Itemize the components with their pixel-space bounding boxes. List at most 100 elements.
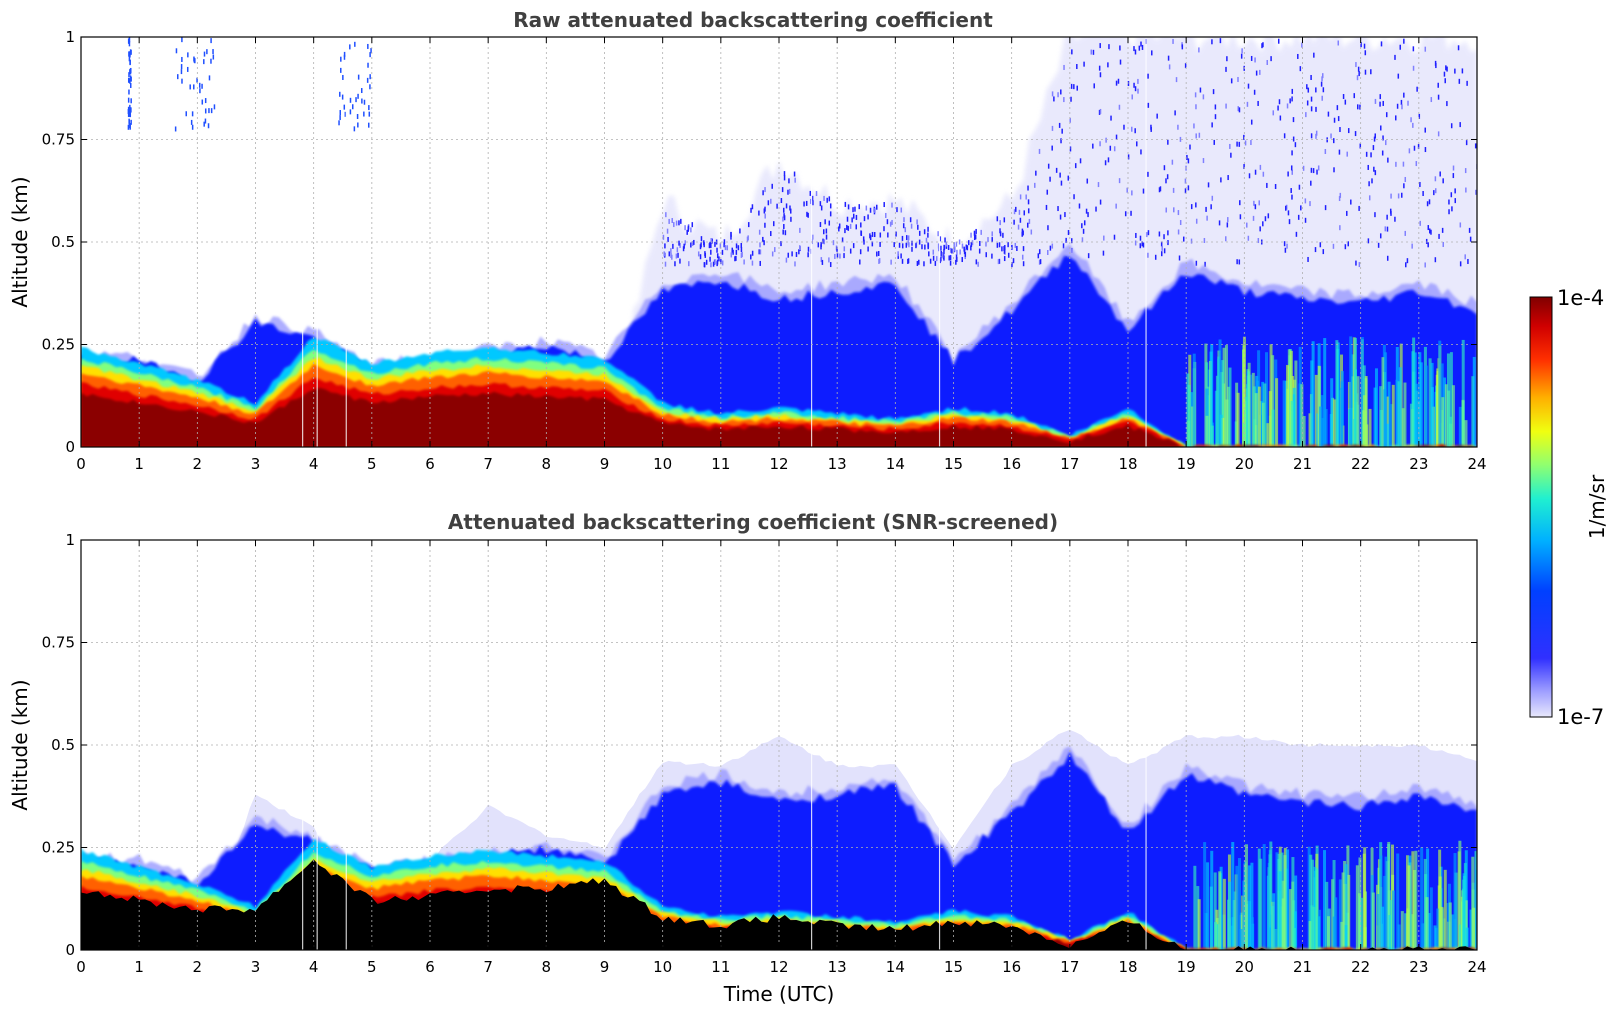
noise-speckle (1439, 171, 1441, 177)
aerosol-streak (1275, 378, 1279, 447)
noise-speckle (718, 256, 720, 262)
noise-speckle (1074, 163, 1077, 169)
noise-speckle (357, 74, 360, 80)
noise-speckle (340, 67, 342, 73)
aerosol-streak (1286, 364, 1290, 447)
aerosol-streak (1282, 380, 1286, 447)
noise-speckle (1184, 188, 1187, 194)
aerosol-streak (1302, 415, 1306, 447)
noise-speckle (1416, 86, 1418, 92)
noise-speckle (985, 241, 987, 247)
noise-speckle (720, 259, 722, 265)
noise-speckle (832, 240, 835, 246)
aerosol-streak (1368, 408, 1372, 447)
aerosol-streak (1429, 887, 1433, 950)
noise-speckle (697, 251, 700, 257)
aerosol-streak (1266, 423, 1270, 447)
noise-speckle (1425, 238, 1428, 244)
noise-speckle (863, 216, 866, 222)
noise-speckle (357, 122, 359, 128)
noise-speckle (1026, 222, 1029, 228)
noise-speckle (1083, 61, 1085, 67)
noise-speckle (1156, 113, 1158, 119)
noise-speckle (817, 242, 820, 248)
noise-speckle (764, 222, 766, 228)
noise-speckle (1424, 262, 1426, 268)
aerosol-streak (1443, 869, 1447, 950)
noise-speckle (127, 97, 130, 103)
noise-speckle (1442, 241, 1444, 247)
noise-speckle (949, 247, 952, 253)
noise-speckle (1147, 102, 1150, 108)
noise-speckle (367, 43, 369, 49)
p1-data-clip (81, 37, 1477, 447)
noise-speckle (665, 212, 667, 218)
noise-speckle (915, 243, 917, 249)
panel-raw-heatmap (81, 37, 1477, 447)
noise-speckle (1076, 85, 1078, 91)
noise-speckle (890, 259, 892, 265)
aerosol-streak (1428, 358, 1432, 447)
noise-speckle (203, 59, 205, 65)
aerosol-streak (1448, 902, 1452, 950)
noise-speckle (1021, 228, 1024, 234)
y-tick-label: 0.75 (42, 131, 75, 149)
noise-speckle (877, 250, 880, 256)
noise-speckle (339, 91, 341, 97)
aerosol-streak (1389, 900, 1393, 950)
noise-speckle (1359, 143, 1362, 149)
noise-speckle (1195, 133, 1197, 139)
aerosol-streak (1385, 423, 1389, 447)
noise-speckle (891, 202, 893, 208)
noise-speckle (974, 234, 977, 240)
noise-speckle (1360, 42, 1362, 48)
noise-speckle (370, 48, 372, 54)
aerosol-streak (1419, 362, 1423, 447)
aerosol-streak (1310, 859, 1314, 950)
x-tick-label: 19 (1177, 455, 1196, 473)
noise-speckle (910, 223, 913, 229)
noise-speckle (1179, 136, 1182, 142)
noise-speckle (1306, 84, 1308, 90)
noise-speckle (1147, 73, 1149, 79)
noise-speckle (1175, 77, 1178, 83)
noise-speckle (1205, 206, 1207, 212)
noise-speckle (871, 241, 874, 247)
aerosol-streak (1407, 865, 1411, 950)
noise-speckle (369, 74, 371, 80)
aerosol-streak (1385, 396, 1389, 447)
noise-speckle (812, 200, 814, 206)
aerosol-streak (1475, 869, 1477, 950)
noise-speckle (1270, 56, 1272, 62)
noise-speckle (678, 220, 680, 226)
noise-speckle (1011, 262, 1013, 268)
noise-speckle (1292, 117, 1295, 123)
noise-speckle (1259, 69, 1261, 75)
noise-speckle (924, 244, 926, 250)
noise-speckle (970, 241, 973, 247)
noise-speckle (731, 247, 734, 253)
noise-speckle (368, 111, 371, 117)
noise-speckle (834, 253, 836, 259)
noise-speckle (873, 232, 876, 238)
noise-speckle (129, 68, 131, 74)
noise-speckle (1021, 254, 1024, 260)
noise-speckle (1243, 134, 1245, 140)
noise-speckle (956, 249, 958, 255)
noise-speckle (1178, 255, 1181, 261)
aerosol-streak (1464, 900, 1468, 950)
noise-speckle (828, 196, 831, 202)
noise-speckle (1099, 72, 1102, 78)
aerosol-streak (1317, 909, 1321, 950)
noise-speckle (1163, 234, 1165, 240)
noise-speckle (771, 251, 774, 257)
noise-speckle (1283, 133, 1286, 139)
x-tick-label: 4 (309, 958, 319, 976)
noise-speckle (1266, 59, 1268, 65)
noise-speckle (774, 247, 776, 253)
aerosol-streak (1381, 906, 1385, 950)
noise-speckle (1174, 110, 1176, 116)
noise-speckle (908, 242, 910, 248)
aerosol-streak (1309, 854, 1313, 950)
noise-speckle (716, 253, 719, 259)
